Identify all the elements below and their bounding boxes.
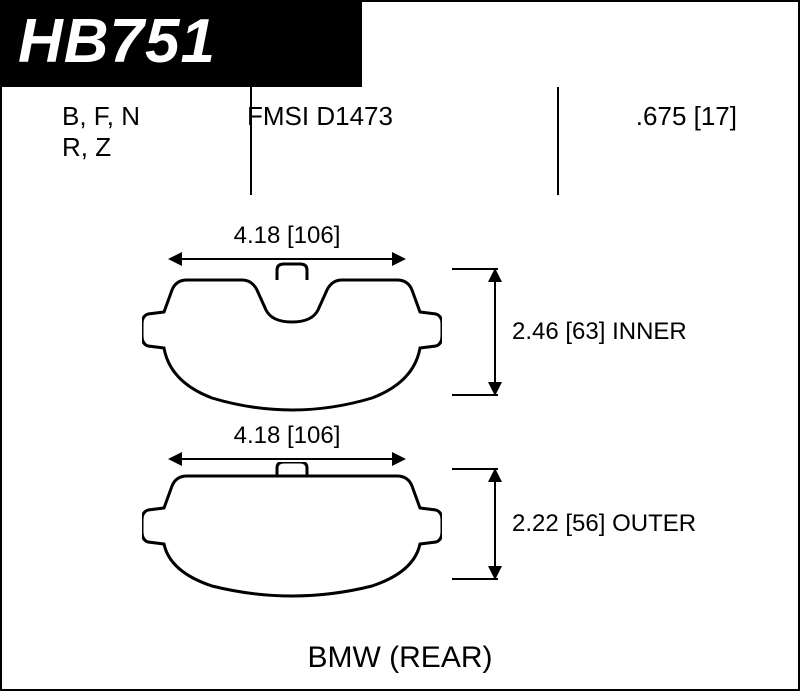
codes-line: B, F, N bbox=[62, 101, 247, 132]
width-label-outer: 4.18 [106] bbox=[172, 422, 402, 450]
title-bar: HB751 bbox=[2, 2, 362, 87]
codes-line: R, Z bbox=[62, 132, 247, 163]
arrow-line bbox=[494, 278, 496, 386]
arrow-head-icon bbox=[488, 566, 502, 580]
height-label-outer: 2.22 [56] OUTER bbox=[512, 510, 696, 538]
compound-codes: B, F, N R, Z bbox=[62, 101, 247, 163]
arrow-line bbox=[494, 478, 496, 570]
pad-outline-outer bbox=[142, 462, 442, 602]
arrow-line bbox=[178, 458, 396, 460]
height-arrow bbox=[488, 268, 502, 396]
height-label-inner: 2.46 [63] INNER bbox=[512, 318, 687, 346]
thickness: .675 [17] bbox=[577, 101, 737, 163]
arrow-head-icon bbox=[488, 382, 502, 396]
width-label-inner: 4.18 [106] bbox=[172, 222, 402, 250]
height-arrow bbox=[488, 468, 502, 580]
pad-outline-inner bbox=[142, 262, 442, 412]
arrow-line bbox=[178, 258, 396, 260]
footer-label: BMW (REAR) bbox=[2, 641, 798, 675]
part-number: HB751 bbox=[18, 6, 346, 77]
header-row: B, F, N R, Z FMSI D1473 .675 [17] bbox=[2, 101, 798, 163]
fmsi-code: FMSI D1473 bbox=[247, 101, 577, 163]
diagram-area: 4.18 [106] 2.46 [63] INNER 4.18 [106] bbox=[2, 222, 800, 652]
